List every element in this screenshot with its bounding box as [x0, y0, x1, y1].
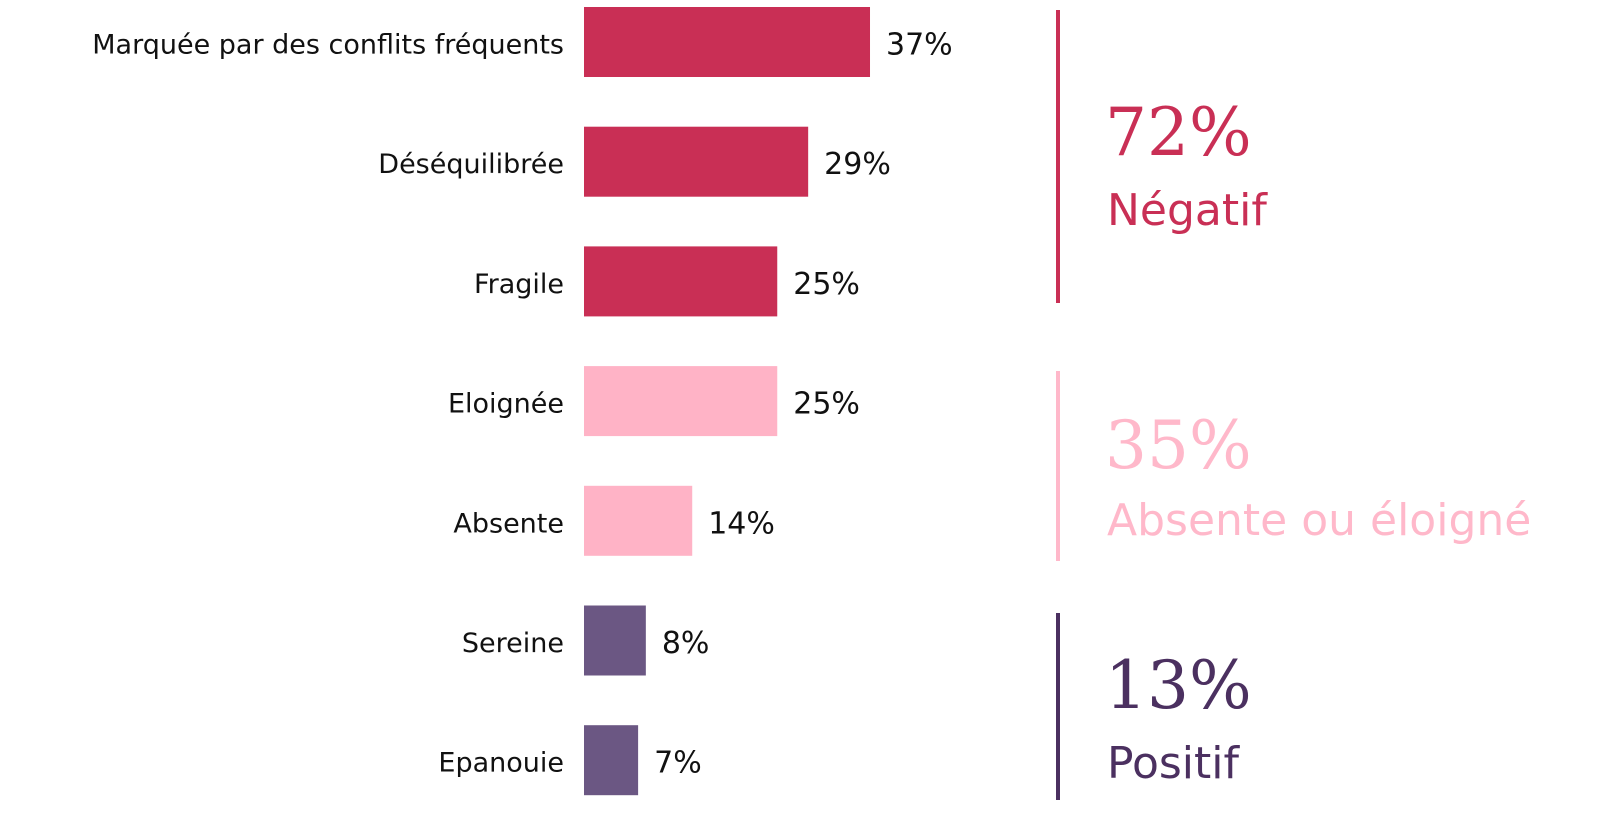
bar [584, 126, 809, 197]
value-label: 25% [793, 387, 860, 422]
bar [584, 605, 646, 676]
bar [584, 246, 778, 317]
category-label: Absente [453, 508, 564, 539]
value-label: 7% [654, 746, 702, 781]
category-label: Sereine [462, 628, 564, 659]
category-label: Marquée par des conflits fréquents [92, 30, 564, 61]
value-label: 37% [886, 28, 953, 63]
category-label: Eloignée [448, 389, 564, 420]
value-label: 14% [708, 506, 775, 541]
group-label: Absente ou éloigné [1107, 495, 1531, 546]
bar [584, 366, 778, 437]
category-label: Fragile [474, 269, 564, 300]
group-label: Positif [1107, 738, 1241, 789]
value-label: 25% [793, 267, 860, 302]
group-label: Négatif [1107, 185, 1268, 236]
group-value: 72% [1105, 94, 1252, 171]
value-label: 8% [662, 626, 710, 661]
value-label: 29% [824, 147, 891, 182]
bar [584, 725, 639, 796]
bar [584, 485, 693, 556]
category-label: Epanouie [438, 748, 564, 779]
category-label: Déséquilibrée [378, 149, 564, 180]
group-value: 35% [1105, 407, 1252, 484]
bar [584, 7, 871, 77]
group-value: 13% [1105, 647, 1252, 724]
